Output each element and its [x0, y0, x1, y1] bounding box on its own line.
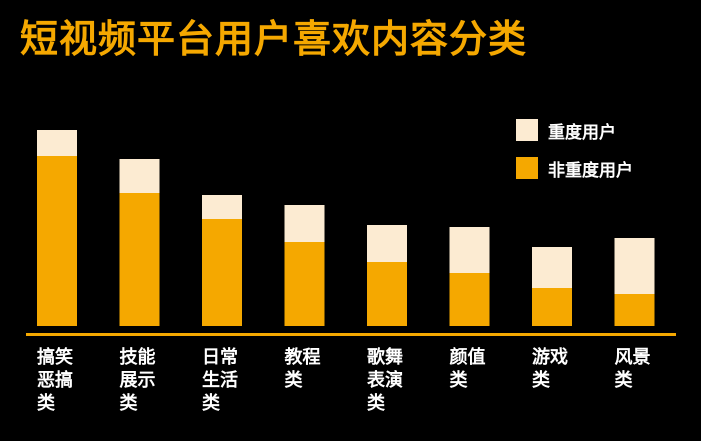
bar-non-heavy-3 [284, 242, 325, 326]
bar-heavy-0 [37, 130, 77, 156]
bar-non-heavy-7 [614, 294, 655, 326]
bar-heavy-2 [202, 195, 242, 219]
category-label-3: 教程类 [284, 347, 321, 391]
bar-heavy-6 [532, 247, 572, 288]
bar-non-heavy-0 [37, 156, 77, 326]
bar-non-heavy-4 [367, 262, 407, 326]
legend-item-heavy: 重度用户 [516, 118, 633, 143]
bar-heavy-5 [449, 227, 490, 273]
bar-heavy-1 [119, 159, 160, 193]
category-label-6: 游戏类 [532, 347, 568, 391]
legend-label-non-heavy: 非重度用户 [548, 160, 633, 181]
category-label-4: 歌舞表演类 [367, 347, 403, 414]
category-label-0: 搞笑恶搞类 [37, 347, 73, 414]
bar-non-heavy-5 [449, 273, 490, 326]
bar-non-heavy-6 [532, 288, 572, 326]
legend: 重度用户 非重度用户 [516, 118, 633, 194]
category-label-1: 技能展示类 [119, 347, 156, 414]
legend-swatch-heavy [516, 119, 538, 141]
category-label-7: 风景类 [614, 347, 651, 391]
bar-non-heavy-2 [202, 219, 242, 326]
category-label-5: 颜值类 [449, 347, 486, 391]
legend-label-heavy: 重度用户 [548, 122, 616, 143]
x-axis-baseline [26, 333, 676, 336]
bar-non-heavy-1 [119, 193, 160, 326]
category-label-2: 日常生活类 [202, 347, 238, 414]
bar-heavy-3 [284, 205, 325, 242]
legend-swatch-non-heavy [516, 157, 538, 179]
chart-title: 短视频平台用户喜欢内容分类 [20, 17, 528, 61]
bar-heavy-4 [367, 225, 407, 262]
legend-item-non-heavy: 非重度用户 [516, 156, 633, 181]
bar-heavy-7 [614, 238, 655, 294]
